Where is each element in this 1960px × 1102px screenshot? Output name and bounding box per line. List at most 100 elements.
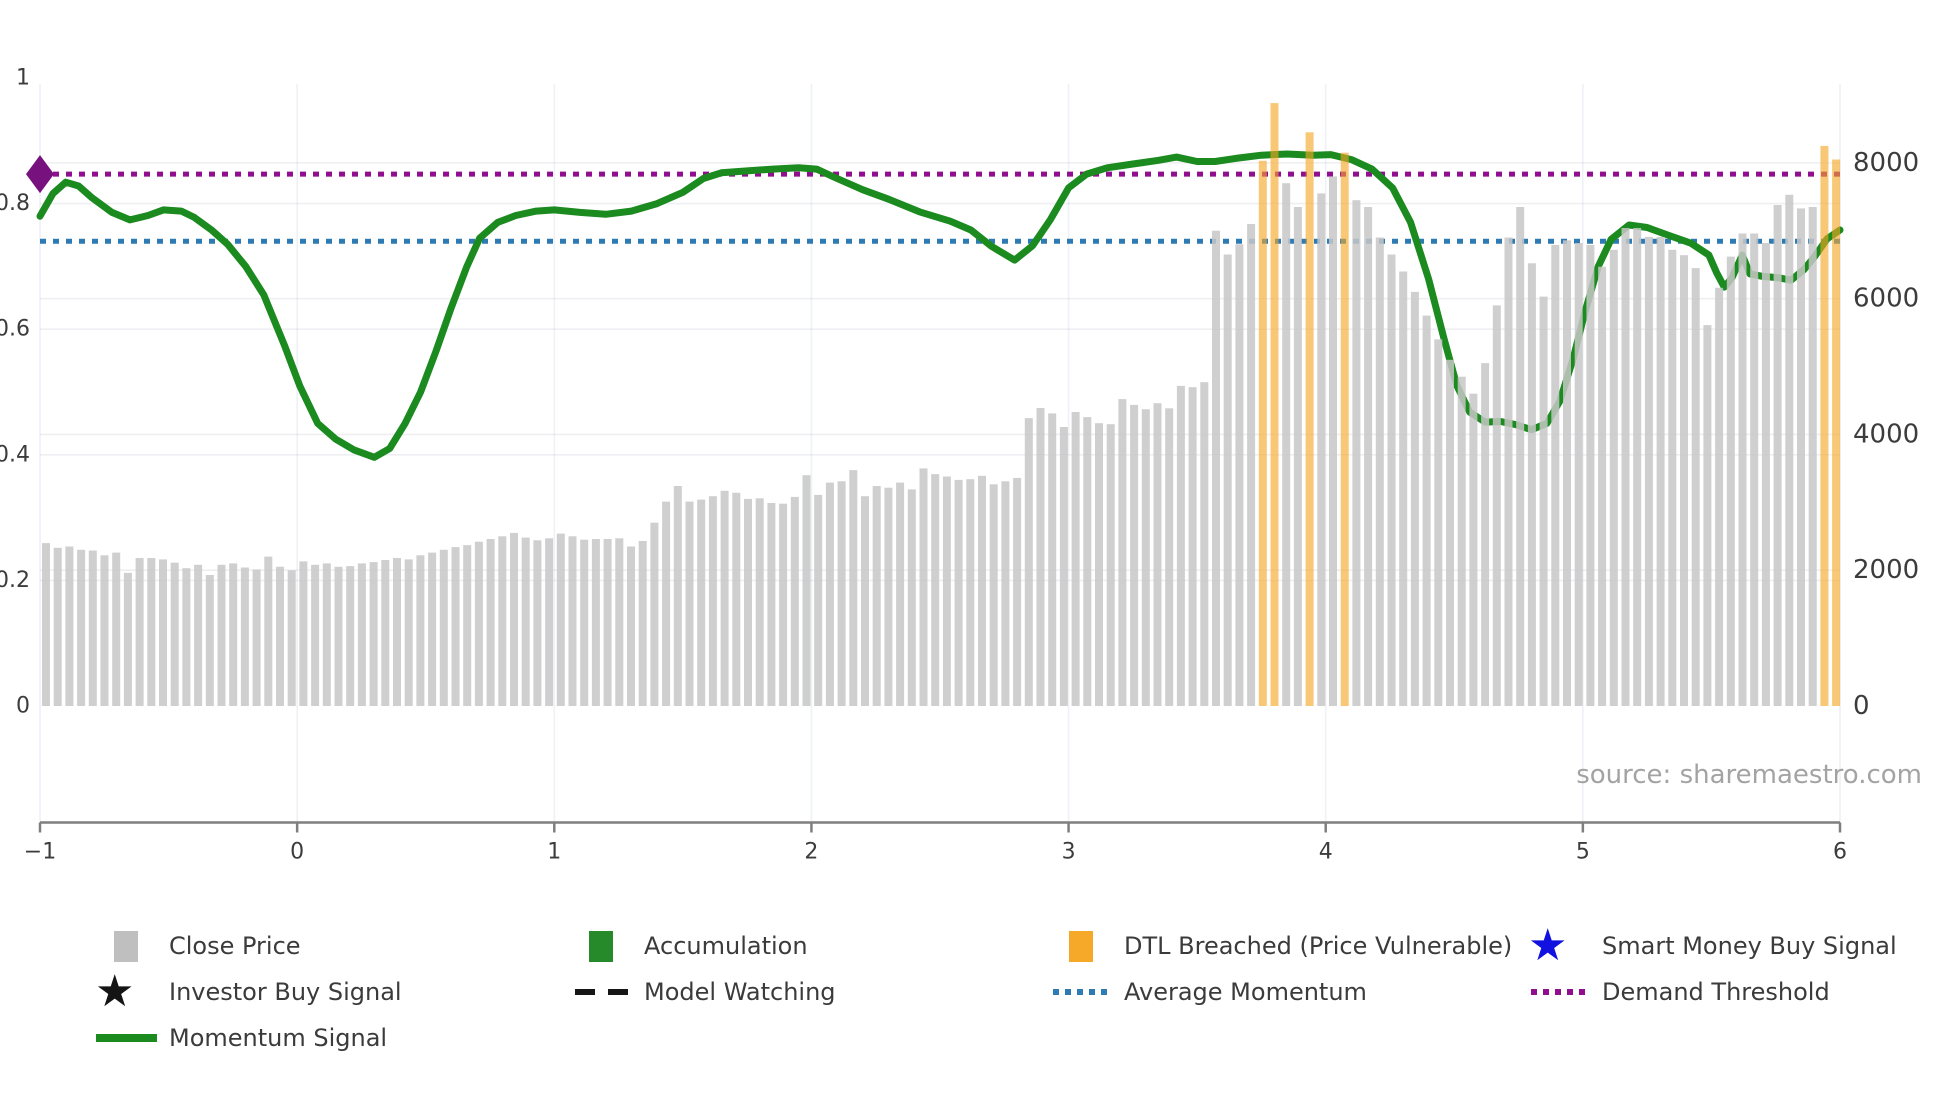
right-tick-label: 2000	[1853, 555, 1919, 585]
legend-item-close-price: Close Price	[95, 923, 402, 969]
close-price-bar	[603, 539, 612, 706]
legend-label: Demand Threshold	[1602, 978, 1830, 1006]
legend-item-demand-threshold: Demand Threshold	[1528, 969, 1897, 1015]
close-price-bar	[147, 558, 156, 706]
x-tick-label: 3	[1062, 840, 1076, 865]
close-price-bar	[357, 563, 366, 706]
close-price-bar	[276, 566, 284, 706]
close-price-bar	[1083, 417, 1092, 706]
blue-dotted-line-icon	[1050, 969, 1112, 1015]
close-price-bar	[252, 569, 261, 706]
close-price-bar	[1574, 243, 1583, 706]
close-price-bar	[474, 541, 483, 706]
start-marker-icon	[26, 155, 54, 194]
close-price-bar	[1024, 418, 1033, 706]
close-price-bar	[1329, 176, 1337, 706]
legend-column-1: Close Price ★ Investor Buy Signal Moment…	[95, 923, 402, 1061]
dtl-breached-bar	[1258, 160, 1267, 707]
dtl-breached-swatch-icon	[1050, 923, 1112, 969]
close-price-bar	[1247, 224, 1256, 706]
close-price-bar	[650, 522, 659, 706]
close-price-bar	[521, 537, 530, 706]
left-tick-label: 0.8	[0, 191, 30, 216]
close-price-bar	[346, 566, 355, 706]
legend-item-average-momentum: Average Momentum	[1050, 969, 1512, 1015]
close-price-bar	[53, 547, 62, 706]
close-price-bar	[1446, 359, 1454, 706]
legend-column-2: Accumulation Model Watching	[570, 923, 836, 1015]
close-price-bar	[1680, 255, 1688, 706]
close-price-bar	[205, 575, 214, 706]
legend-item-momentum-signal: Momentum Signal	[95, 1015, 402, 1061]
legend-label: Close Price	[169, 932, 301, 960]
close-price-bar	[989, 484, 998, 706]
close-price-bar	[1527, 263, 1536, 706]
x-tick-label: 5	[1576, 840, 1590, 865]
close-price-bar	[919, 468, 928, 706]
x-tick-label: 2	[804, 840, 818, 865]
dtl-breached-bar	[1305, 132, 1314, 707]
close-price-bar	[861, 496, 869, 706]
close-price-bar	[135, 558, 144, 706]
close-price-bar	[1176, 385, 1185, 706]
close-price-bar	[1130, 404, 1139, 706]
close-price-bar	[1410, 291, 1419, 706]
close-price-bar	[1726, 256, 1735, 706]
close-price-bar	[954, 479, 963, 706]
close-price-bar	[779, 503, 788, 706]
purple-dotted-line-icon	[1528, 969, 1590, 1015]
dtl-breached-bar	[1832, 159, 1841, 706]
close-price-bar	[814, 494, 823, 706]
close-price-bar	[311, 564, 320, 706]
close-price-bar	[966, 479, 975, 706]
right-tick-label: 8000	[1853, 148, 1919, 178]
close-price-bar	[1212, 230, 1220, 707]
close-price-bar	[533, 540, 542, 706]
close-price-bar	[88, 550, 97, 706]
close-price-bar	[931, 474, 940, 706]
close-price-bar	[1001, 481, 1010, 706]
legend-item-investor-buy-signal: ★ Investor Buy Signal	[95, 969, 402, 1015]
close-price-bar	[1457, 376, 1466, 706]
close-price-bar	[486, 539, 495, 706]
close-price-bar	[802, 475, 811, 706]
close-price-bar	[1165, 408, 1174, 706]
close-price-bar	[1387, 254, 1396, 706]
close-price-bar	[825, 482, 834, 706]
close-price-bar	[1738, 233, 1747, 706]
close-price-bar	[1095, 423, 1103, 706]
close-price-bar	[556, 533, 565, 706]
close-price-bar	[1586, 245, 1595, 706]
close-price-bar	[1375, 237, 1384, 706]
close-price-bar	[159, 559, 167, 706]
close-price-bar	[615, 538, 624, 706]
close-price-bar	[872, 486, 881, 706]
close-price-bar	[428, 552, 437, 706]
close-price-bar	[1293, 207, 1302, 706]
close-price-bar	[978, 475, 986, 706]
close-price-bar	[1691, 268, 1700, 706]
close-price-bar	[1036, 408, 1045, 706]
close-price-bar	[1633, 228, 1642, 706]
close-price-bar	[1071, 412, 1080, 706]
legend-label: Investor Buy Signal	[169, 978, 402, 1006]
close-price-bar	[1761, 243, 1770, 706]
close-price-bar	[369, 562, 378, 706]
close-price-bar	[1317, 193, 1326, 706]
close-price-bar	[732, 492, 741, 706]
close-price-bar	[942, 476, 951, 706]
close-price-bar	[1141, 409, 1150, 706]
close-price-bar	[393, 558, 401, 706]
legend-label: DTL Breached (Price Vulnerable)	[1124, 932, 1513, 960]
close-price-bar	[1422, 315, 1431, 706]
legend-label: Momentum Signal	[169, 1024, 388, 1052]
close-price-bar	[849, 470, 858, 706]
close-price-bar	[1481, 363, 1490, 706]
close-price-bar	[1106, 424, 1115, 706]
momentum-line	[36, 150, 1844, 461]
close-price-bar	[790, 496, 799, 706]
close-price-bar	[1703, 325, 1712, 706]
close-price-bar	[1200, 382, 1209, 706]
close-price-bar	[685, 501, 694, 706]
